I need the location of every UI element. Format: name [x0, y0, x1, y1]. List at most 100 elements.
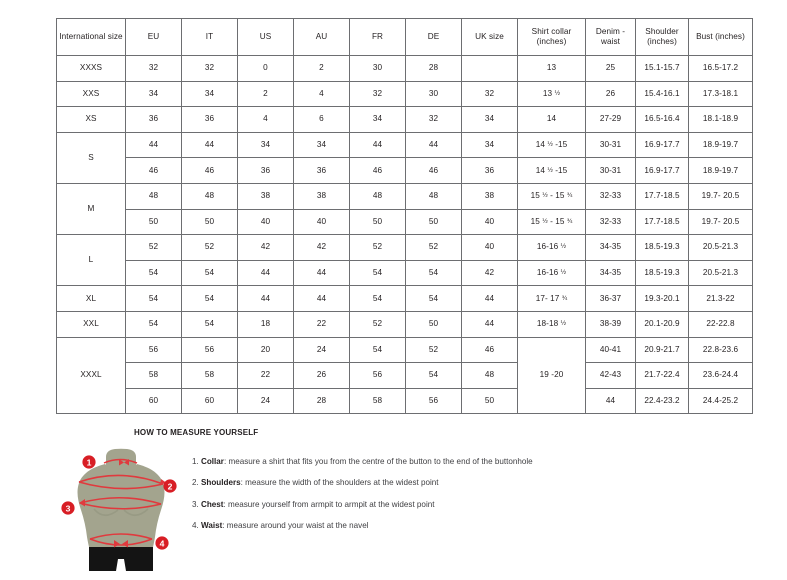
- cell-de: 30: [405, 80, 462, 108]
- cell-uk-size: 34: [461, 106, 518, 133]
- shoulders-measure-line: [78, 474, 164, 485]
- shoulders-arrow: [160, 479, 166, 486]
- marker-1: 1: [82, 455, 96, 469]
- column-header-bust: Bust (inches): [688, 18, 753, 56]
- cell-it: 44: [181, 131, 238, 159]
- instruction-label: Waist: [201, 521, 223, 531]
- cell-it: 60: [181, 387, 238, 415]
- column-header-denim-waist: Denim - waist: [585, 18, 636, 56]
- cell-uk-size: 46: [461, 336, 518, 364]
- cell-bust: 18.9-19.7: [688, 131, 753, 159]
- cell-de: 46: [405, 157, 462, 184]
- cell-au: 24: [293, 336, 350, 364]
- cell-bust: 18.1-18.9: [688, 106, 753, 133]
- cell-fr: 58: [349, 387, 406, 415]
- cell-shoulder: 16.9-17.7: [635, 157, 689, 184]
- cell-shirt-collar: 17- 17 ¾: [517, 285, 586, 312]
- cell-bust: 21.3-22: [688, 285, 753, 312]
- table-row: 54 54 44 44 54 54 42 16-16 ½ 34-35 18.5-19.3 20.5-…: [57, 259, 753, 287]
- table-body: XXXS 32 32 0 2 30 28 13 25 15.1-15.7 16.5-17.2 XXS 3…: [56, 55, 753, 415]
- cell-international-size: L: [56, 234, 126, 287]
- pec-left-shading: [93, 508, 119, 517]
- measurement-instruction-item: 4. Waist: measure around your waist at t…: [192, 521, 533, 532]
- instruction-label: Chest: [201, 499, 224, 509]
- cell-it: 54: [181, 310, 238, 338]
- cell-denim-waist: 32-33: [585, 208, 636, 236]
- cell-shoulder: 20.9-21.7: [635, 336, 689, 364]
- cell-shirt-collar: 16-16 ½: [517, 259, 586, 287]
- instruction-text: : measure a shirt that fits you from the…: [223, 457, 533, 466]
- cell-fr: 32: [349, 80, 406, 108]
- cell-de: 28: [405, 55, 462, 82]
- table-row: S 44 44 34 34 44 44 34 14 ½ -15 30-31 16.9-17.7 18.…: [56, 131, 753, 184]
- cell-eu: 44: [125, 131, 182, 159]
- column-header-eu: EU: [125, 18, 182, 56]
- cell-au: 2: [293, 55, 350, 82]
- column-header-international-size: International size: [56, 18, 126, 56]
- instruction-text: : measure yourself from armpit to armpit…: [223, 499, 435, 509]
- cell-shoulder: 18.5-19.3: [635, 234, 689, 261]
- shoulders-measure-line-back: [78, 481, 164, 490]
- collar-arrow-left: [119, 459, 124, 466]
- cell-shirt-collar: 13: [517, 55, 586, 82]
- marker-2-label: 2: [168, 481, 173, 491]
- cell-us: 20: [237, 336, 294, 364]
- cell-de: 52: [405, 336, 462, 364]
- cell-denim-waist: 44: [585, 387, 636, 415]
- cell-bust: 24.4-25.2: [688, 387, 753, 415]
- cell-de: 44: [405, 131, 462, 159]
- cell-shoulder: 18.5-19.3: [635, 259, 689, 287]
- cell-shoulder: 20.1-20.9: [635, 310, 689, 338]
- cell-fr: 56: [349, 362, 406, 389]
- waist-measure-line: [89, 533, 153, 540]
- cell-it: 52: [181, 234, 238, 261]
- instruction-label: Collar: [201, 457, 224, 466]
- cell-au: 4: [293, 80, 350, 108]
- cell-us: 36: [237, 157, 294, 184]
- cell-eu: 54: [125, 310, 182, 338]
- cell-fr: 48: [349, 182, 406, 210]
- marker-3-label: 3: [66, 503, 71, 513]
- cell-shoulder: 22.4-23.2: [635, 387, 689, 415]
- cell-denim-waist: 38-39: [585, 310, 636, 338]
- cell-de: 32: [405, 106, 462, 133]
- cell-us: 18: [237, 310, 294, 338]
- cell-bust: 19.7- 20.5: [688, 208, 753, 236]
- waist-arrow-right: [122, 540, 128, 548]
- cell-international-size: M: [56, 182, 126, 236]
- column-header-au: AU: [293, 18, 350, 56]
- measurement-instruction-item: 1. Collar: measure a shirt that fits you…: [192, 457, 533, 468]
- table-row: 60 60 24 28 58 56 50 44 22.4-23.2 24.4-25.2: [57, 387, 753, 415]
- cell-de: 50: [405, 208, 462, 236]
- table-row: 50 50 40 40 50 50 40 15 ½ - 15 ¾ 32-33 17.7-18.5 1…: [57, 208, 753, 236]
- instruction-text: : measure around your waist at the navel: [222, 521, 369, 531]
- cell-international-size: XXS: [56, 80, 126, 108]
- cell-bust: 19.7- 20.5: [688, 182, 753, 210]
- cell-uk-size: 48: [461, 362, 518, 389]
- marker-4: 4: [155, 536, 169, 550]
- cell-us: 44: [237, 259, 294, 287]
- waist-measure-line-back: [89, 538, 153, 546]
- cell-us: 42: [237, 234, 294, 261]
- column-header-de: DE: [405, 18, 462, 56]
- cell-denim-waist: 34-35: [585, 234, 636, 261]
- how-to-measure-section: HOW TO MEASURE YOURSELF: [56, 428, 756, 571]
- cell-denim-waist: 42-43: [585, 362, 636, 389]
- how-to-measure-body: 1 2 3 4 1. Collar: measure a shirt that …: [56, 443, 756, 571]
- cell-au: 26: [293, 362, 350, 389]
- cell-de: 56: [405, 387, 462, 415]
- cell-uk-size: 38: [461, 182, 518, 210]
- cell-it: 54: [181, 285, 238, 312]
- cell-denim-waist: 26: [585, 80, 636, 108]
- cell-shirt-collar: 14 ½ -15: [517, 157, 586, 184]
- cell-it: 36: [181, 106, 238, 133]
- cell-de: 52: [405, 234, 462, 261]
- cell-bust: 16.5-17.2: [688, 55, 753, 82]
- column-header-it: IT: [181, 18, 238, 56]
- cell-bust: 22.8-23.6: [688, 336, 753, 364]
- cell-eu: 36: [125, 106, 182, 133]
- instruction-label: Shoulders: [201, 478, 241, 488]
- cell-eu: 54: [125, 259, 182, 287]
- instruction-number: 1.: [192, 457, 199, 466]
- column-header-uk-size: UK size: [461, 18, 518, 56]
